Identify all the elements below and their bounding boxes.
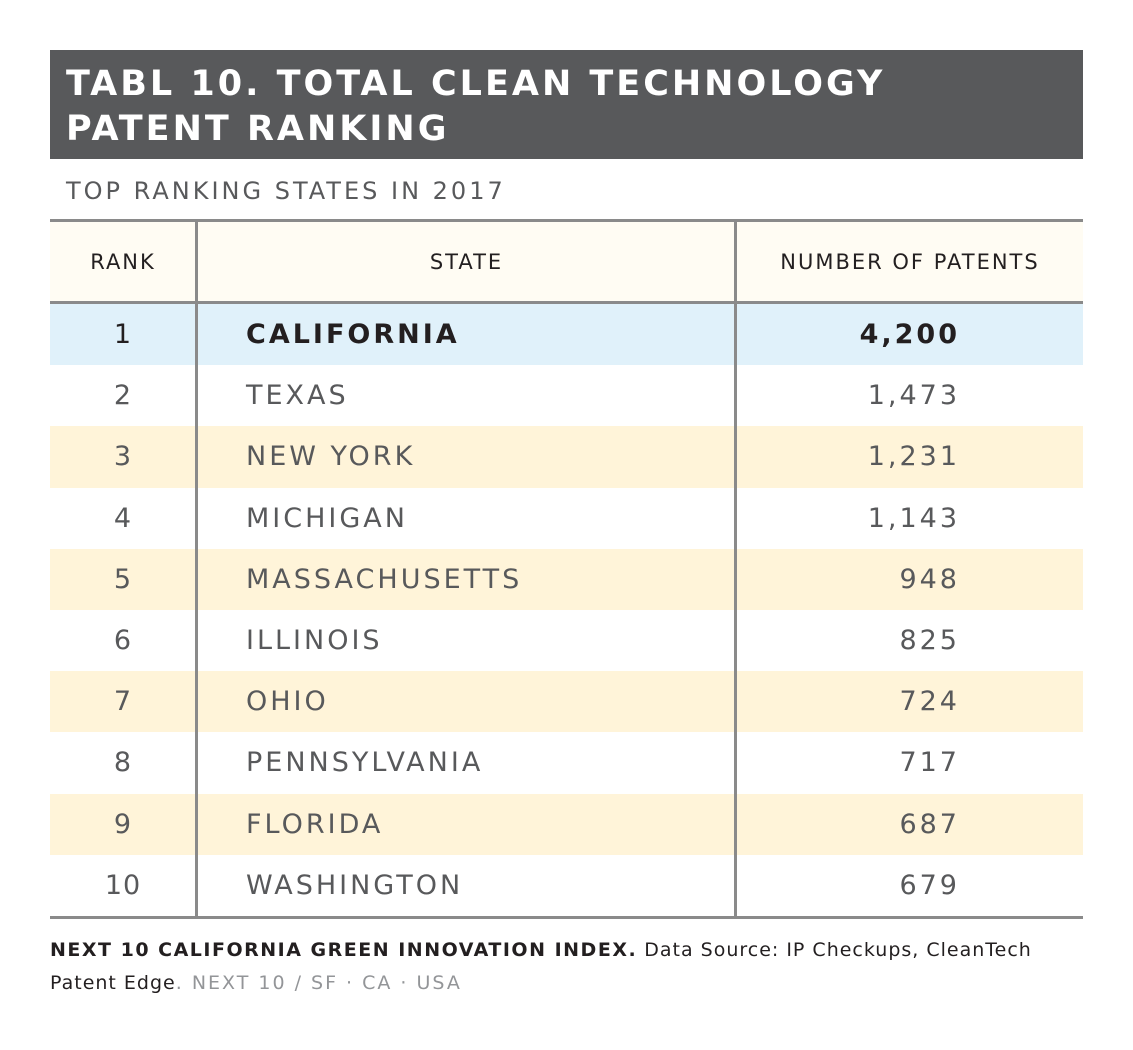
title-line-2: PATENT RANKING	[66, 109, 450, 149]
ranking-table: RANK STATE NUMBER OF PATENTS 1 CALIFORNIA…	[50, 219, 1083, 919]
rank-cell: 4	[113, 502, 133, 534]
state-cell: FLORIDA	[246, 808, 384, 840]
table-row: 9 FLORIDA 687	[50, 793, 1083, 855]
source-title: NEXT 10 CALIFORNIA GREEN INNOVATION INDE…	[50, 939, 638, 961]
patents-cell: 4,200	[859, 319, 960, 351]
table-row: 6 ILLINOIS 825	[50, 609, 1083, 672]
header-state: STATE	[429, 249, 504, 274]
source-period: .	[175, 972, 184, 994]
state-cell: MICHIGAN	[246, 502, 408, 534]
state-cell: OHIO	[246, 686, 329, 718]
rank-cell: 7	[113, 686, 133, 718]
table-header-row: RANK STATE NUMBER OF PATENTS	[50, 222, 1083, 301]
source-text: Data Source: IP Checkups, CleanTech Pate…	[50, 939, 1032, 994]
rank-cell: 3	[113, 441, 133, 473]
state-cell: MASSACHUSETTS	[246, 563, 523, 595]
rank-cell: 9	[113, 808, 133, 840]
patents-cell: 825	[899, 625, 960, 657]
table-row: 3 NEW YORK 1,231	[50, 426, 1083, 488]
title-line-1: TABL 10. TOTAL CLEAN TECHNOLOGY	[66, 64, 886, 104]
publisher-credit: NEXT 10 / SF · CA · USA	[183, 972, 462, 994]
table-row: 8 PENNSYLVANIA 717	[50, 732, 1083, 794]
rank-cell: 2	[113, 380, 133, 412]
table-top-rule	[50, 219, 1083, 222]
table-row: 10 WASHINGTON 679	[50, 854, 1083, 916]
table-row: 2 TEXAS 1,473	[50, 365, 1083, 427]
patents-cell: 687	[899, 808, 960, 840]
table-row: 5 MASSACHUSETTS 948	[50, 548, 1083, 610]
state-cell: CALIFORNIA	[246, 319, 460, 351]
rank-cell: 8	[113, 747, 133, 779]
table-row: 7 OHIO 724	[50, 671, 1083, 733]
patents-cell: 717	[899, 747, 960, 779]
rank-cell: 5	[113, 563, 133, 595]
state-cell: WASHINGTON	[246, 869, 464, 901]
table-body: 1 CALIFORNIA 4,200 2 TEXAS 1,473 3 NEW YORK 1,23…	[50, 304, 1083, 916]
patents-cell: 724	[899, 686, 960, 718]
table-bottom-rule	[50, 915, 1083, 919]
table-row: 1 CALIFORNIA 4,200	[50, 304, 1083, 366]
column-divider-rank	[195, 222, 198, 916]
source-note: NEXT 10 CALIFORNIA GREEN INNOVATION INDE…	[50, 934, 1090, 1000]
rank-cell: 1	[113, 319, 133, 351]
state-cell: NEW YORK	[246, 441, 416, 473]
patents-cell: 1,231	[867, 441, 960, 473]
patents-cell: 948	[899, 563, 960, 595]
subtitle: TOP RANKING STATES IN 2017	[66, 177, 506, 205]
patents-cell: 1,143	[867, 502, 960, 534]
header-patents: NUMBER OF PATENTS	[780, 249, 1040, 274]
patents-cell: 1,473	[867, 380, 960, 412]
header-rule	[50, 301, 1083, 304]
state-cell: PENNSYLVANIA	[246, 747, 484, 779]
column-divider-patents	[734, 222, 737, 916]
header-rank: RANK	[90, 249, 156, 274]
rank-cell: 6	[113, 625, 133, 657]
patents-cell: 679	[899, 869, 960, 901]
title-banner: TABL 10. TOTAL CLEAN TECHNOLOGY PATENT R…	[50, 50, 1083, 159]
table-row: 4 MICHIGAN 1,143	[50, 487, 1083, 549]
state-cell: TEXAS	[246, 380, 349, 412]
rank-cell: 10	[104, 869, 142, 901]
state-cell: ILLINOIS	[246, 625, 383, 657]
